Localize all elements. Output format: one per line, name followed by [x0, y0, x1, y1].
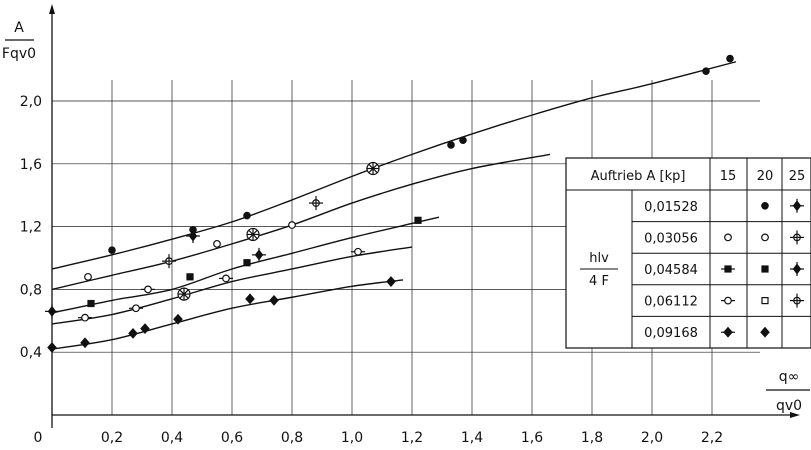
data-point-diamond	[245, 293, 255, 305]
fitted-curve-5	[51, 279, 404, 350]
x-axis-label: q∞ qv0	[766, 369, 810, 414]
x-axis-label-numerator: q∞	[779, 369, 800, 385]
x-tick-label: 1,0	[341, 430, 363, 446]
y-tick-label: 1,6	[20, 157, 42, 173]
x-tick-label: 0	[34, 430, 43, 446]
y-axis-label: A Fqv0	[2, 20, 36, 62]
data-point-circle-dash	[351, 247, 365, 256]
legend-marker-square	[761, 265, 769, 273]
x-tick-label: 2,2	[701, 430, 723, 446]
data-point-asterisk-circle	[246, 227, 260, 242]
data-point-diamond	[173, 313, 183, 325]
x-tick-label: 0,4	[161, 430, 183, 446]
x-tick-label: 1,4	[461, 430, 483, 446]
legend-param-numerator: hlv	[589, 251, 609, 266]
fitted-curve-2	[51, 153, 551, 291]
data-point-circle	[84, 272, 92, 281]
data-point-circle	[288, 221, 296, 229]
legend-marker-circle-cross	[790, 230, 804, 245]
data-point-dot	[459, 136, 467, 145]
data-point-diamond	[269, 294, 279, 306]
data-point-diamond	[128, 327, 138, 339]
data-point-circle-dash	[78, 313, 92, 322]
legend-column-20: 20	[757, 169, 774, 184]
fitted-curve-1	[51, 61, 737, 270]
legend-row-value: 0,04584	[644, 263, 698, 278]
legend-marker-circle	[761, 233, 769, 242]
y-tick-label: 1,2	[20, 220, 42, 236]
x-tick-label: 0,8	[281, 430, 303, 446]
legend-marker-square-open	[761, 297, 769, 305]
legend-column-15: 15	[720, 169, 737, 184]
y-axis-arrow	[49, 4, 55, 14]
y-tick-label: 0,8	[20, 282, 42, 298]
data-point-dot	[702, 67, 710, 75]
legend-marker-circle	[724, 233, 732, 242]
y-axis-label-denominator: Fqv0	[2, 46, 36, 62]
legend-marker-diamond-cross	[790, 262, 804, 276]
x-tick-label: 2,0	[641, 430, 663, 446]
x-tick-label: 0,6	[221, 430, 243, 446]
y-axis-label-numerator: A	[14, 20, 24, 36]
legend-marker-circle-dash	[721, 296, 735, 305]
x-tick-label: 1,6	[521, 430, 543, 446]
data-point-circle	[213, 239, 221, 248]
data-point-circle-dash	[141, 285, 155, 294]
x-tick-label: 1,8	[581, 430, 603, 446]
legend-marker-diamond-cross	[790, 198, 804, 213]
y-tick-label: 0,4	[20, 345, 42, 361]
legend-marker-dot	[761, 202, 769, 210]
fitted-curve-3	[51, 216, 440, 314]
data-point-diamond-cross	[186, 229, 200, 244]
data-point-diamond-cross	[252, 247, 266, 262]
legend-marker-square-dash	[721, 265, 735, 273]
x-tick-labels: 0 0,2 0,4 0,6 0,8 1,0 1,2 1,4 1,6 1,8 2,0 2,2	[34, 430, 724, 446]
axes	[49, 4, 800, 428]
legend-row-value: 0,01528	[644, 200, 698, 215]
x-tick-label: 1,2	[401, 430, 423, 446]
legend-table: Auftrieb A [kp] 15 20 25 hlv 4 F 0,01528…	[565, 157, 811, 349]
data-point-square	[186, 273, 194, 281]
data-point-asterisk-circle	[177, 287, 191, 301]
legend-marker-diamond-dash	[721, 326, 735, 338]
y-tick-labels: 0,4 0,8 1,2 1,6 2,0	[20, 94, 42, 361]
x-tick-label: 0,2	[101, 430, 123, 446]
data-point-circle-dash	[129, 304, 143, 313]
legend-column-25: 25	[789, 169, 806, 184]
data-point-dot	[243, 211, 251, 220]
data-point-circle-cross	[309, 196, 323, 211]
data-point-circle-dash	[219, 274, 233, 283]
legend-row-value: 0,06112	[644, 295, 698, 310]
legend-marker-circle-cross	[790, 293, 804, 308]
legend-marker-diamond	[760, 326, 770, 338]
legend-rows: 0,01528 0,03056 0,04584 0,06112 0,09168	[632, 198, 811, 341]
legend-row-value: 0,03056	[644, 231, 698, 246]
data-point-diamond	[386, 276, 396, 287]
y-tick-label: 2,0	[20, 94, 42, 110]
data-point-square	[87, 299, 95, 308]
data-point-square	[414, 216, 422, 224]
legend-param-denominator: 4 F	[589, 274, 609, 289]
data-point-diamond	[80, 337, 90, 349]
x-axis-arrow	[790, 412, 800, 418]
data-point-diamond-cross	[45, 304, 59, 319]
data-point-dot	[108, 246, 116, 254]
legend-header: Auftrieb A [kp]	[591, 169, 686, 184]
data-point-dot	[447, 141, 455, 149]
data-point-square	[243, 259, 251, 267]
data-point-diamond	[140, 323, 150, 335]
data-points	[45, 54, 734, 353]
x-axis-label-denominator: qv0	[776, 398, 802, 414]
legend-row-value: 0,09168	[644, 326, 698, 341]
data-point-circle-cross	[162, 254, 176, 269]
data-point-dot	[726, 54, 734, 63]
fitted-curve-4	[51, 246, 413, 325]
data-point-asterisk-circle	[366, 161, 380, 176]
data-point-diamond	[47, 342, 57, 353]
